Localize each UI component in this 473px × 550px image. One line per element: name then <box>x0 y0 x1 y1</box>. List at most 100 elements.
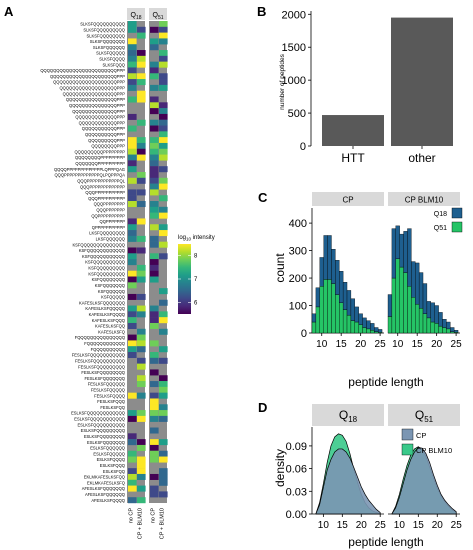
heatmap-col-label-q18-cpblm10: CP + BLM10 <box>138 508 144 539</box>
c-bar-q51 <box>366 328 371 334</box>
heatmap-cell <box>137 439 146 446</box>
heatmap-cell <box>150 439 159 446</box>
heatmap-cell <box>128 276 137 283</box>
heatmap-cell <box>137 50 146 57</box>
heatmap-cell <box>128 73 137 80</box>
heatmap-cell <box>137 456 146 463</box>
c-legend: Q18 Q51 <box>434 207 463 233</box>
heatmap-cell <box>128 456 137 463</box>
histogram-c: CP CP BLM10 count peptide length 0 100 200… <box>273 192 463 389</box>
heatmap-row-label: KAFESLKSFQQQ <box>92 318 125 323</box>
heatmap-cell <box>159 108 168 115</box>
heatmap-cell <box>137 154 146 161</box>
c-bar-q18 <box>362 317 367 328</box>
d-x-axis-label: peptide length <box>348 535 423 549</box>
c-bar-q51 <box>339 302 344 334</box>
heatmap-cell <box>159 392 168 399</box>
heatmap-cell <box>150 148 159 155</box>
c-bar-q51 <box>358 324 363 334</box>
heatmap-cell <box>150 305 159 312</box>
c-bar-q18 <box>407 228 412 287</box>
heatmap-row-label: ESLKSFQQQ <box>100 463 125 468</box>
heatmap-row-label: FESLKSFQQQQQQQQ <box>81 370 125 375</box>
heatmap-cell <box>137 247 146 254</box>
heatmap-cell <box>159 206 168 213</box>
heatmap-row-label: QQQQQQQPPPPPPPPPP <box>75 161 125 166</box>
c-bar-q51 <box>430 321 435 334</box>
heatmap-row-label: SLKSFQQQ <box>102 62 125 67</box>
heatmap-cell <box>159 21 168 28</box>
heatmap-row-label: QQQQQQQQPPP <box>91 144 125 149</box>
heatmap-cell <box>150 235 159 242</box>
heatmap-cell <box>128 340 137 347</box>
heatmap-cell <box>150 171 159 178</box>
heatmap-cell <box>150 444 159 451</box>
heatmap-cell <box>137 468 146 475</box>
c-bar-q18 <box>418 272 424 309</box>
heatmap-cell <box>159 479 168 486</box>
c-bar-q18 <box>438 312 443 327</box>
heatmap-cell <box>137 340 146 347</box>
heatmap-cell <box>159 288 168 295</box>
heatmap-row-label: ESLKSFQQQQQQQQ <box>84 434 125 439</box>
heatmap-cell <box>128 311 137 318</box>
heatmap-row-label: AFESLKSFQQQQQQ <box>85 492 125 497</box>
c-bar-q18 <box>350 298 355 321</box>
heatmap-cell <box>137 497 146 504</box>
heatmap-row-label: QQQQPPPPPPPPPPPPPLQPPPQAG <box>54 167 125 172</box>
heatmap-row-label: SLKSFQQQQQ <box>96 51 125 56</box>
c-bar-q51 <box>450 331 455 334</box>
c-strip-label-cp: CP <box>342 196 353 205</box>
heatmap-cell <box>137 171 146 178</box>
heatmap-row-label: QQQQQQQQQQPPP <box>85 132 125 137</box>
heatmap-row-label: QQPPPPPPP <box>100 219 126 224</box>
c-bar-q51 <box>391 277 396 334</box>
heatmap-cell <box>128 334 137 341</box>
heatmap-cell <box>159 119 168 126</box>
heatmap-row-label: KSFQQQQQQQQQ <box>88 266 125 271</box>
panel-label-d: D <box>258 400 267 415</box>
heatmap-cell <box>159 61 168 68</box>
heatmap-row-label: AFESLKSFQQQQ <box>91 498 125 503</box>
c-x-axis-label: peptide length <box>348 375 423 389</box>
heatmap-cell <box>128 485 137 492</box>
heatmap-row-label: ESLKSFQQQQQQQ <box>87 440 125 445</box>
heatmap-cell <box>137 305 146 312</box>
heatmap-row-label: QQQQQQQQQQQQQQQQQPPP <box>63 91 126 96</box>
c-bar-q18 <box>426 301 431 319</box>
heatmap-cell <box>159 166 168 173</box>
c-x-tick-label: 25 <box>451 339 463 350</box>
heatmap-cell <box>137 201 146 208</box>
c-legend-label-q51: Q51 <box>434 225 447 232</box>
heatmap-cell <box>137 276 146 283</box>
heatmap-cell <box>150 154 159 161</box>
heatmap-cell <box>159 224 168 231</box>
heatmap-cell <box>128 253 137 260</box>
b-y-axis-label: number of peptides <box>279 53 286 109</box>
heatmap-cell <box>137 32 146 39</box>
heatmap-cell <box>128 392 137 399</box>
heatmap-cell <box>128 282 137 289</box>
heatmap-row-label: FESLKSFQQQQQQQQQQQ <box>72 353 125 358</box>
c-bar-q18 <box>430 302 435 323</box>
heatmap-col-label-q51-nocp: no CP <box>151 508 157 524</box>
c-bar-q18 <box>434 305 439 324</box>
heatmap-row-label: EKLMKAFESLKSFQQ <box>84 475 125 480</box>
c-x-tick-label: 10 <box>316 339 328 350</box>
intensity-legend-colorbar <box>178 244 191 314</box>
heatmap-cell <box>128 148 137 155</box>
d-strip-q51 <box>388 404 460 426</box>
heatmap-row-label: FESLKSFQQQQQQQQQ <box>78 364 125 369</box>
heatmap-cell <box>150 125 159 132</box>
heatmap-cell <box>128 450 137 457</box>
heatmap-cell <box>128 224 137 231</box>
heatmap-row-label: KAFESLKSFQQQQ <box>89 312 125 317</box>
b-x-tick-label: HTT <box>341 151 365 165</box>
heatmap-row-label: FQQQQQQQQQQQQ <box>84 341 125 346</box>
heatmap-row-label: FQQQQQQQQQQ <box>91 347 125 352</box>
heatmap-cell <box>150 427 159 434</box>
heatmap-row-label: QPPPPPPPPPPP <box>92 225 125 230</box>
c-bar-q18 <box>311 313 317 323</box>
heatmap-row-label: FESLKSFQQQQ <box>94 393 125 398</box>
d-strip-label-q18: Q18 <box>339 408 358 424</box>
